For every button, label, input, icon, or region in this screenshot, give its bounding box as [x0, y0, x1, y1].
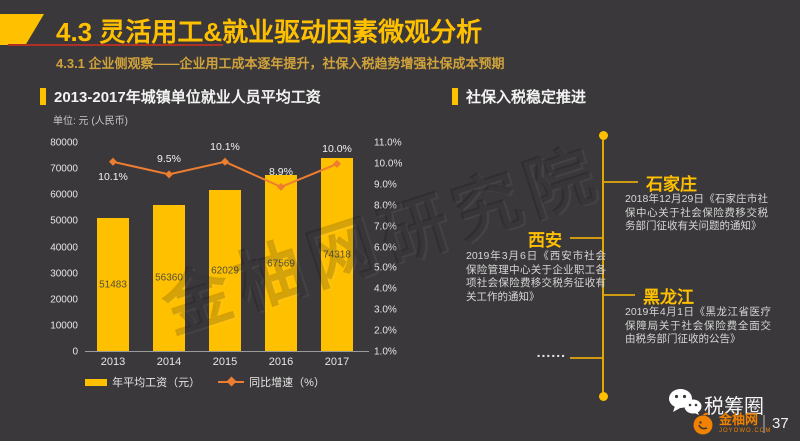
footer-divider	[763, 415, 765, 433]
axis-tick: 40000	[50, 242, 78, 253]
timeline-connector	[570, 357, 602, 359]
chart-legend: 年平均工资（元） 同比增速（%）	[40, 374, 370, 390]
y-axis-right-ticks: 11.0% 10.0% 9.0% 8.0% 7.0% 6.0% 5.0% 4.0% 3.0% 2.…	[374, 138, 418, 358]
page-number: 37	[772, 415, 789, 432]
bar-2014: 56360	[153, 204, 185, 352]
brand-domain: JOYOWO.COM	[719, 428, 772, 434]
bar-2013: 51483	[97, 217, 129, 352]
line-marker-icon	[221, 157, 229, 166]
axis-tick: 80000	[50, 137, 78, 149]
bullet-icon	[452, 88, 458, 105]
axis-tick: 60000	[50, 189, 78, 201]
axis-tick: 3.0%	[374, 304, 397, 316]
wechat-account-name: 税筹圈	[704, 396, 764, 418]
timeline-connector	[604, 294, 635, 296]
bullet-icon	[40, 88, 46, 105]
timeline-city-heilongjiang: 黑龙江	[643, 288, 694, 307]
x-axis-label: 2017	[324, 356, 350, 368]
timeline-dot-top	[599, 131, 608, 140]
brand-logo: 金柚网 JOYOWO.COM	[691, 411, 771, 436]
legend-label: 同比增速（%）	[249, 377, 325, 389]
x-axis-label: 2016	[268, 356, 294, 368]
line-swatch-icon	[218, 381, 245, 383]
bar-value-label: 74318	[323, 249, 351, 261]
brand-name: 金柚网	[719, 412, 759, 427]
plot-area: 51483 56360 62029 67569 74318 10.1% 9.5% 10.1% 8…	[85, 140, 365, 352]
timeline-connector	[570, 237, 602, 239]
timeline-connector	[604, 181, 638, 183]
axis-tick: 8.0%	[374, 200, 397, 212]
legend-label: 年平均工资（元）	[112, 377, 201, 389]
legend-item-wage: 年平均工资（元）	[85, 374, 200, 390]
axis-tick: 2.0%	[374, 325, 397, 337]
line-value-label: 10.1%	[98, 170, 128, 183]
chart-unit-label: 单位: 元 (人民币)	[53, 116, 128, 127]
timeline-dot-bottom	[599, 392, 608, 401]
timeline-city-xian: 西安	[528, 231, 562, 250]
timeline-section-heading: 社保入税稳定推进	[452, 86, 586, 107]
axis-tick: 10000	[50, 320, 78, 332]
page-title: 4.3 灵活用工&就业驱动因素微观分析	[56, 17, 483, 47]
timeline-desc: 2019年3月6日《西安市社会保险管理中心关于企业职工各项社会保险费移交税务征收…	[466, 250, 606, 303]
bar-2016: 67569	[265, 175, 297, 352]
legend-item-growth: 同比增速（%）	[218, 374, 325, 390]
x-axis-labels: 2013 2014 2015 2016 2017	[85, 356, 365, 370]
line-marker-icon	[109, 157, 117, 166]
line-value-label: 10.0%	[322, 142, 352, 155]
chart-section-heading: 2013-2017年城镇单位就业人员平均工资	[40, 86, 321, 107]
axis-tick: 10.0%	[374, 158, 403, 170]
axis-tick: 50000	[50, 215, 78, 227]
title-underline	[8, 44, 223, 46]
bar-value-label: 56360	[155, 272, 183, 284]
timeline-axis-line	[602, 135, 604, 395]
line-marker-icon	[277, 182, 285, 191]
axis-tick: 11.0%	[374, 137, 402, 149]
pomelo-icon	[693, 412, 713, 435]
axis-tick: 5.0%	[374, 262, 397, 274]
axis-tick: 70000	[50, 163, 78, 175]
axis-tick: 4.0%	[374, 283, 397, 295]
timeline-desc: 2019年4月1日《黑龙江省医疗保障局关于社会保险费全面交由税务部门征收的公告》	[625, 306, 771, 345]
bar-value-label: 67569	[267, 258, 295, 270]
page-subtitle: 4.3.1 企业侧观察——企业用工成本逐年提升，社保入税趋势增强社保成本预期	[56, 56, 505, 71]
line-value-label: 8.9%	[269, 165, 293, 178]
bar-2015: 62029	[209, 189, 241, 352]
axis-tick: 20000	[50, 294, 78, 306]
axis-tick: 7.0%	[374, 221, 397, 233]
header-deco-shape	[0, 14, 44, 45]
line-marker-icon	[165, 170, 173, 179]
timeline-desc: 2018年12月29日《石家庄市社保中心关于社会保险费移交税务部门征收有关问题的…	[625, 193, 768, 232]
bar-swatch-icon	[85, 378, 108, 386]
line-value-label: 10.1%	[210, 140, 240, 153]
x-axis-label: 2013	[100, 356, 126, 368]
bar-value-label: 51483	[99, 279, 127, 291]
bar-2017: 74318	[321, 157, 353, 352]
wechat-icon	[668, 388, 702, 421]
chart-title: 2013-2017年城镇单位就业人员平均工资	[54, 89, 321, 106]
axis-tick: 6.0%	[374, 242, 397, 253]
line-marker-icon	[333, 159, 341, 168]
x-axis-label: 2015	[212, 356, 238, 368]
y-axis-left-ticks: 80000 70000 60000 50000 40000 30000 20000 10000…	[28, 138, 78, 358]
timeline-title: 社保入税稳定推进	[466, 89, 587, 106]
axis-tick: 30000	[50, 268, 78, 280]
axis-tick: 0	[72, 346, 78, 358]
x-axis-line	[85, 351, 369, 352]
line-value-label: 9.5%	[157, 153, 181, 166]
axis-tick: 1.0%	[374, 346, 397, 358]
x-axis-label: 2014	[156, 356, 182, 368]
timeline-city-shijiazhuang: 石家庄	[646, 175, 697, 194]
timeline-ellipsis: ......	[536, 344, 566, 360]
growth-line	[109, 157, 341, 191]
axis-tick: 9.0%	[374, 179, 397, 191]
bar-value-label: 62029	[211, 265, 239, 277]
